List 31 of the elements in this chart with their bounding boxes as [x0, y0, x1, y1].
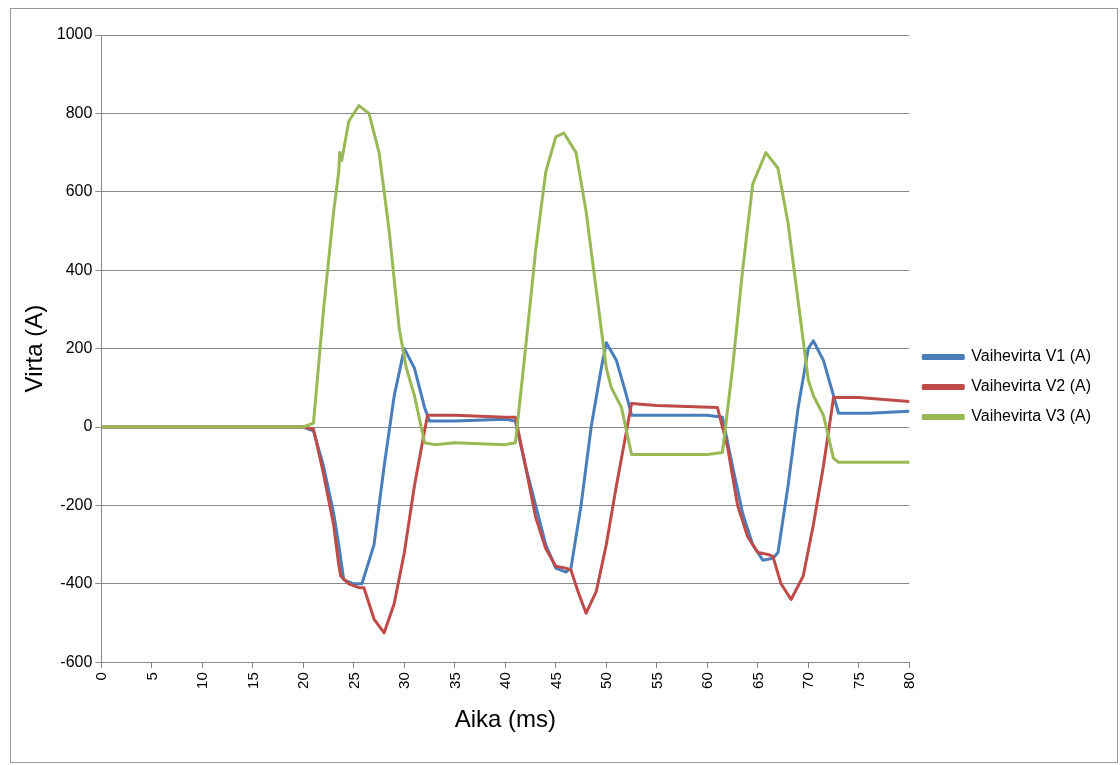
x-tick-label: 20: [294, 672, 312, 689]
y-tick-label: -400: [60, 574, 93, 592]
x-tick-label: 55: [647, 672, 665, 689]
y-tick-label: 800: [65, 103, 93, 121]
x-tick-label: 15: [243, 672, 261, 689]
y-tick-label: 0: [83, 417, 93, 435]
x-tick-label: 0: [92, 672, 110, 681]
x-tick-label: 25: [344, 672, 362, 689]
y-tick-label: 1000: [56, 25, 93, 43]
x-tick-label: 50: [597, 672, 615, 689]
legend-label: Vaihevirta V3 (A): [971, 407, 1091, 425]
y-tick-label: 200: [65, 339, 93, 357]
legend-label: Vaihevirta V1 (A): [971, 347, 1091, 365]
y-axis-title: Virta (A): [20, 304, 48, 393]
y-tick-label: -200: [60, 495, 93, 513]
x-tick-label: 65: [748, 672, 766, 689]
y-tick-label: -600: [60, 652, 93, 670]
x-tick-label: 40: [496, 672, 514, 689]
x-tick-label: 10: [193, 672, 211, 689]
x-tick-label: 30: [395, 672, 413, 689]
x-tick-label: 70: [799, 672, 817, 689]
x-axis-title: Aika (ms): [454, 705, 556, 733]
y-tick-label: 400: [65, 260, 93, 278]
x-tick-label: 35: [445, 672, 463, 689]
x-tick-label: 60: [698, 672, 716, 689]
x-tick-label: 45: [546, 672, 564, 689]
x-tick-label: 5: [142, 672, 160, 681]
legend-label: Vaihevirta V2 (A): [971, 377, 1091, 395]
y-tick-label: 600: [65, 182, 93, 200]
x-tick-label: 75: [849, 672, 867, 689]
x-tick-label: 80: [900, 672, 918, 689]
